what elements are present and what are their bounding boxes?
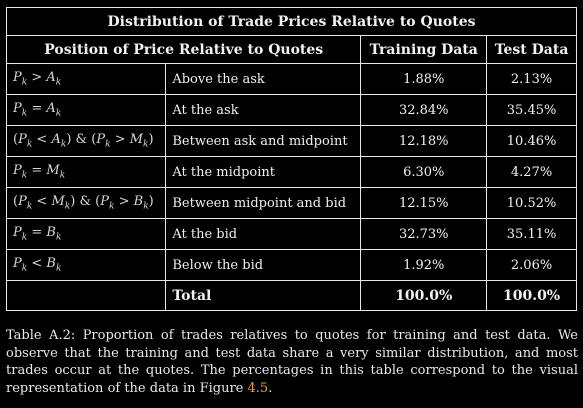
condition-cell: Pk > Ak	[5, 63, 167, 95]
training-cell: 1.88%	[360, 63, 488, 95]
condition-cell: Pk = Mk	[5, 156, 167, 188]
table-header-row: Position of Price Relative to Quotes Tra…	[5, 35, 577, 64]
caption-text: Table A.2: Proportion of trades relative…	[6, 328, 578, 396]
test-cell: 4.27%	[486, 156, 577, 188]
header-test: Test Data	[486, 35, 577, 64]
table-row: (Pk < Mk) & (Pk > Bk) Between midpoint an…	[5, 187, 577, 219]
test-cell: 35.11%	[486, 218, 577, 250]
caption-end: .	[268, 380, 273, 396]
table-row: Pk = Mk At the midpoint 6.30% 4.27%	[5, 156, 577, 188]
total-test: 100.0%	[486, 280, 577, 311]
test-cell: 10.46%	[486, 125, 577, 157]
condition-cell: (Pk < Ak) & (Pk > Mk)	[5, 125, 167, 157]
condition-cell: Pk = Ak	[5, 94, 167, 126]
table-row: Pk < Bk Below the bid 1.92% 2.06%	[5, 249, 577, 281]
table-row: (Pk < Ak) & (Pk > Mk) Between ask and mid…	[5, 125, 577, 157]
training-cell: 6.30%	[360, 156, 488, 188]
description-cell: At the bid	[165, 218, 362, 250]
figure-link[interactable]: 4.5	[247, 380, 269, 396]
trade-distribution-table: Distribution of Trade Prices Relative to…	[5, 7, 577, 311]
description-cell: At the ask	[165, 94, 362, 126]
table-row: Pk = Ak At the ask 32.84% 35.45%	[5, 94, 577, 126]
condition-cell: Pk = Bk	[5, 218, 167, 250]
description-cell: Above the ask	[165, 63, 362, 95]
table-body: Pk > Ak Above the ask 1.88% 2.13% Pk = Ak At …	[5, 63, 577, 281]
test-cell: 2.06%	[486, 249, 577, 281]
header-position: Position of Price Relative to Quotes	[5, 35, 362, 64]
condition-cell: (Pk < Mk) & (Pk > Bk)	[5, 187, 167, 219]
table-title-row: Distribution of Trade Prices Relative to…	[6, 7, 577, 36]
test-cell: 2.13%	[486, 63, 577, 95]
training-cell: 12.18%	[360, 125, 488, 157]
total-row: Total 100.0% 100.0%	[5, 280, 577, 311]
description-cell: Between ask and midpoint	[165, 125, 362, 157]
table-caption: Table A.2: Proportion of trades relative…	[6, 327, 578, 397]
table-row: Pk > Ak Above the ask 1.88% 2.13%	[5, 63, 577, 95]
training-cell: 1.92%	[360, 249, 488, 281]
header-training: Training Data	[360, 35, 488, 64]
table-title: Distribution of Trade Prices Relative to…	[6, 7, 577, 36]
total-empty-cell	[5, 280, 166, 311]
description-cell: Between midpoint and bid	[165, 187, 362, 219]
training-cell: 32.84%	[360, 94, 488, 126]
condition-cell: Pk < Bk	[5, 249, 167, 281]
test-cell: 35.45%	[486, 94, 577, 126]
test-cell: 10.52%	[486, 187, 577, 219]
total-training: 100.0%	[360, 280, 488, 311]
table-row: Pk = Bk At the bid 32.73% 35.11%	[5, 218, 577, 250]
description-cell: Below the bid	[165, 249, 362, 281]
training-cell: 12.15%	[360, 187, 488, 219]
description-cell: At the midpoint	[165, 156, 362, 188]
total-label: Total	[165, 280, 362, 311]
training-cell: 32.73%	[360, 218, 488, 250]
